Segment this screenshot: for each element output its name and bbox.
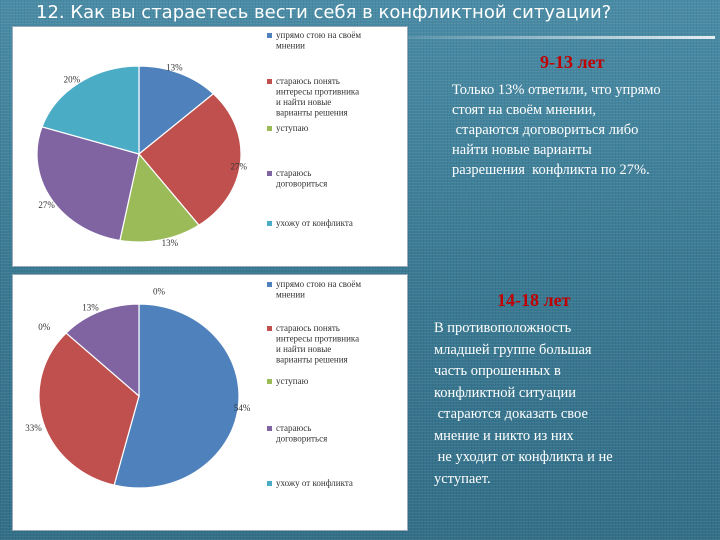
slice-value-label: 13% bbox=[166, 63, 183, 73]
pie-chart-14-18: 54% 33% 0% 13% 0% упрямо стою на своём мнении с… bbox=[13, 275, 407, 530]
description-line: младшей группе большая bbox=[434, 341, 592, 358]
legend-swatch bbox=[267, 481, 272, 486]
pie-slice bbox=[138, 92, 242, 226]
description-line: уступает. bbox=[434, 470, 491, 487]
legend-label: интересы противника bbox=[276, 87, 359, 97]
pie-slice bbox=[41, 65, 140, 155]
legend-label: договориться bbox=[276, 434, 327, 444]
legend-label: стараюсь bbox=[276, 423, 311, 433]
legend-label: договориться bbox=[276, 179, 327, 189]
description-9-13: Только 13% ответили, что упрямо стоят на … bbox=[452, 80, 717, 180]
legend-label: стараюсь понять bbox=[276, 76, 340, 86]
description-line: Только 13% ответили, что упрямо bbox=[452, 82, 661, 98]
pie-chart-9-13: 13% 27% 13% 27% 20% упрямо стою на своём мнени… bbox=[13, 27, 407, 266]
legend-label: и найти новые bbox=[276, 344, 331, 354]
legend-label: ухожу от конфликта bbox=[276, 478, 353, 488]
slide-title: 12. Как вы стараетесь вести себя в конфл… bbox=[36, 2, 612, 23]
pie-slice bbox=[119, 152, 200, 243]
description-line: В противоположность bbox=[434, 320, 572, 336]
legend-label: стараюсь bbox=[276, 168, 311, 178]
pie-slice bbox=[38, 332, 140, 486]
description-line: стоят на своём мнении, bbox=[452, 102, 596, 118]
description-line: мнение и никто из них bbox=[434, 427, 574, 444]
slice-value-label: 27% bbox=[38, 200, 55, 210]
slice-value-label: 0% bbox=[38, 322, 51, 332]
legend-swatch bbox=[267, 282, 272, 287]
slice-value-label: 13% bbox=[82, 302, 99, 312]
pie-chart-9-13-svg: 13% 27% 13% 27% 20% упрямо стою на своёммнени… bbox=[36, 30, 361, 248]
description-line: конфликтной ситуации bbox=[434, 384, 577, 401]
slice-value-label: 20% bbox=[64, 74, 81, 84]
legend-swatch bbox=[267, 426, 272, 431]
pie-slice bbox=[113, 303, 240, 489]
pie-slice bbox=[36, 126, 140, 242]
legend-label: интересы противника bbox=[276, 334, 359, 344]
legend-label: уступаю bbox=[276, 376, 309, 386]
description-line: часть опрошенных в bbox=[434, 363, 561, 379]
pie-slice bbox=[138, 65, 215, 156]
description-14-18: В противоположность младшей группе больша… bbox=[434, 318, 714, 490]
heading-9-13: 9-13 лет bbox=[540, 52, 605, 72]
legend-swatch bbox=[267, 33, 272, 38]
legend-swatch bbox=[267, 221, 272, 226]
legend-swatch bbox=[267, 326, 272, 331]
slice-value-label: 27% bbox=[230, 161, 247, 171]
legend-label: ухожу от конфликта bbox=[276, 218, 353, 228]
legend-label: и найти новые bbox=[276, 97, 331, 107]
legend-label: мнении bbox=[276, 290, 305, 300]
description-line: стараются договориться либо bbox=[452, 122, 639, 138]
legend-label: мнении bbox=[276, 41, 305, 51]
title-divider bbox=[370, 36, 715, 39]
pie-slice bbox=[65, 303, 140, 398]
legend-label: стараюсь понять bbox=[276, 323, 340, 333]
description-line: найти новые варианты bbox=[452, 142, 592, 158]
legend-label: упрямо стою на своём bbox=[276, 279, 361, 289]
heading-14-18: 14-18 лет bbox=[497, 290, 571, 310]
legend-label: уступаю bbox=[276, 123, 309, 133]
slice-value-label: 54% bbox=[234, 403, 251, 413]
slice-value-label: 33% bbox=[25, 423, 42, 433]
legend-label: варианты решения bbox=[276, 355, 348, 365]
legend-label: упрямо стою на своём bbox=[276, 30, 361, 40]
description-line: стараются доказать свое bbox=[434, 406, 588, 422]
slice-value-label: 0% bbox=[153, 287, 166, 297]
legend-swatch bbox=[267, 79, 272, 84]
legend-swatch bbox=[267, 379, 272, 384]
legend-swatch bbox=[267, 171, 272, 176]
description-line: не уходит от конфликта и не bbox=[434, 449, 613, 465]
slice-value-label: 13% bbox=[162, 238, 179, 248]
legend-label: варианты решения bbox=[276, 108, 348, 118]
description-line: разрешения конфликта по 27%. bbox=[452, 162, 650, 178]
legend-swatch bbox=[267, 126, 272, 131]
